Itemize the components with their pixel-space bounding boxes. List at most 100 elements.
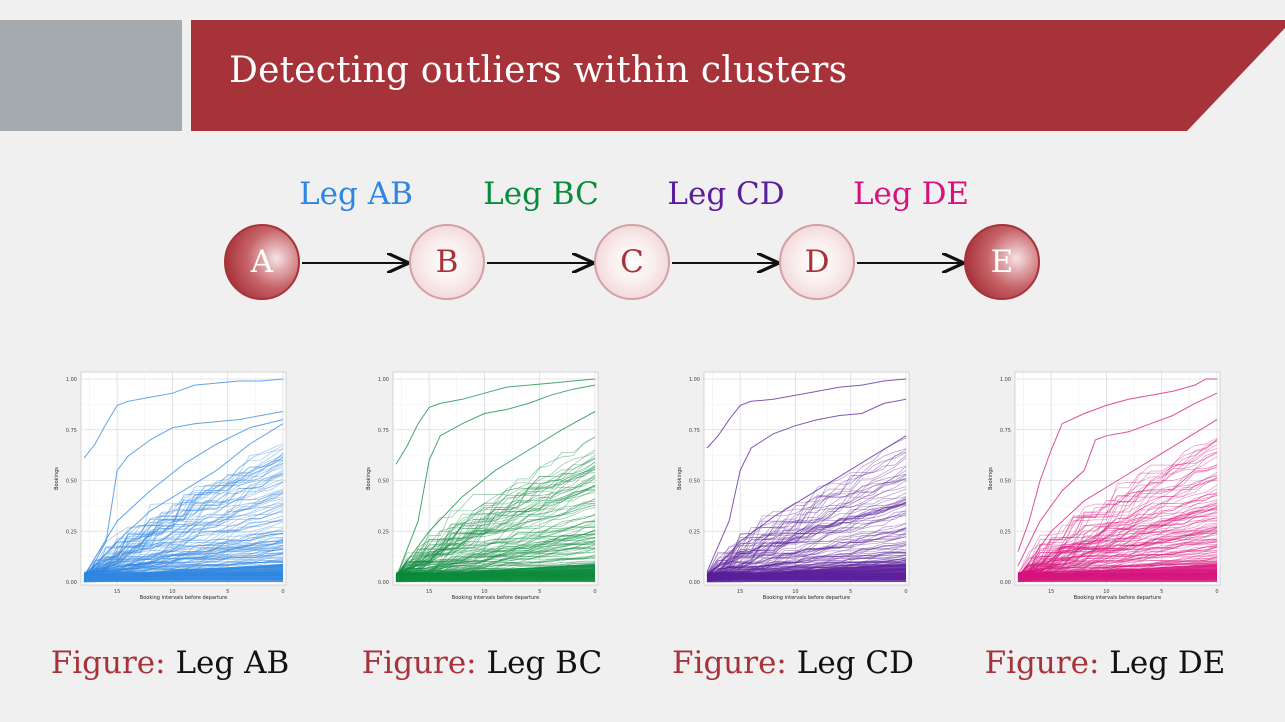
trajectory-line bbox=[1017, 527, 1218, 581]
trajectory-line bbox=[83, 540, 284, 578]
trajectory-line bbox=[706, 492, 907, 578]
trajectory-line bbox=[706, 449, 907, 583]
trajectory-line bbox=[83, 492, 284, 581]
dense-band bbox=[1018, 563, 1217, 582]
trajectory-line bbox=[1017, 540, 1218, 580]
trajectory-line bbox=[706, 486, 907, 582]
trajectory-line bbox=[395, 526, 596, 581]
trajectory-line bbox=[395, 488, 596, 576]
trajectory-line bbox=[707, 561, 907, 574]
trajectory-line bbox=[83, 529, 284, 578]
trajectory-line bbox=[395, 543, 596, 582]
y-tick-label: 0.75 bbox=[66, 428, 77, 434]
trajectory-line bbox=[706, 511, 907, 578]
trajectory-line bbox=[395, 540, 596, 580]
trajectory-line bbox=[1017, 505, 1218, 581]
trajectory-line bbox=[1017, 508, 1218, 576]
trajectory-line bbox=[706, 498, 907, 579]
x-tick-label: 15 bbox=[426, 589, 432, 595]
trajectory-line bbox=[395, 478, 596, 581]
trajectory-line bbox=[395, 478, 596, 579]
trajectory-line bbox=[706, 558, 907, 578]
trajectory-line bbox=[395, 529, 596, 582]
trajectory-line bbox=[83, 471, 284, 582]
trajectory-line bbox=[1017, 560, 1217, 580]
trajectory-line bbox=[1017, 492, 1218, 575]
series-line-1 bbox=[83, 411, 284, 583]
y-tick-label: 0.25 bbox=[689, 529, 700, 535]
trajectory-line bbox=[1017, 488, 1218, 581]
trajectory-line bbox=[83, 503, 284, 578]
trajectory-line bbox=[1017, 503, 1218, 578]
trajectory-line bbox=[1017, 522, 1218, 577]
trajectory-line bbox=[706, 457, 907, 576]
x-tick-label: 10 bbox=[169, 589, 175, 595]
trajectory-line bbox=[395, 474, 596, 579]
trajectory-line bbox=[1017, 562, 1217, 576]
trajectory-line bbox=[396, 554, 596, 580]
trajectory-line bbox=[83, 538, 284, 578]
trajectory-line bbox=[1017, 538, 1217, 574]
series-line-1 bbox=[706, 398, 907, 572]
x-tick-label: 10 bbox=[481, 589, 487, 595]
trajectory-line bbox=[395, 452, 596, 583]
y-tick-label: 1.00 bbox=[689, 377, 700, 383]
trajectory-line bbox=[395, 481, 596, 581]
trajectory-line bbox=[706, 532, 907, 578]
trajectory-line bbox=[1017, 509, 1217, 577]
trajectory-line bbox=[1017, 484, 1218, 578]
x-tick-label: 5 bbox=[538, 589, 541, 595]
y-axis-label: Bookings bbox=[366, 467, 372, 490]
trajectory-line bbox=[395, 492, 596, 581]
trajectory-line bbox=[395, 502, 596, 577]
trajectory-line bbox=[83, 489, 284, 575]
trajectory-line bbox=[1017, 439, 1218, 575]
trajectory-line bbox=[83, 544, 284, 579]
trajectory-line bbox=[1017, 464, 1218, 575]
caption-prefix: Figure: bbox=[672, 645, 787, 681]
trajectory-line bbox=[706, 501, 907, 580]
trajectory-line bbox=[83, 506, 284, 580]
y-tick-label: 0.75 bbox=[1000, 428, 1011, 434]
trajectory-line bbox=[83, 505, 284, 579]
trajectory-line bbox=[706, 522, 907, 582]
trajectory-line bbox=[83, 532, 284, 579]
trajectory-line bbox=[706, 552, 906, 580]
trajectory-line bbox=[83, 551, 284, 576]
trajectory-line bbox=[1017, 539, 1217, 576]
series-line-1 bbox=[1017, 392, 1218, 567]
trajectory-line bbox=[83, 562, 283, 576]
x-axis-label: Booking intervals before departure bbox=[763, 595, 850, 601]
caption-prefix: Figure: bbox=[50, 645, 166, 681]
trajectory-line bbox=[1017, 544, 1218, 580]
plot-area bbox=[392, 371, 599, 586]
trajectory-line bbox=[395, 476, 596, 581]
title-gray-block bbox=[0, 20, 182, 131]
trajectory-line bbox=[1017, 517, 1217, 576]
trajectory-line bbox=[706, 554, 907, 575]
x-tick-label: 5 bbox=[226, 589, 229, 595]
trajectory-line bbox=[1017, 532, 1217, 575]
trajectory-line bbox=[83, 543, 284, 577]
trajectory-line bbox=[83, 561, 283, 574]
trajectory-line bbox=[395, 547, 595, 578]
trajectory-line bbox=[395, 507, 596, 579]
node-d: D bbox=[779, 224, 855, 300]
x-tick-label: 10 bbox=[1103, 589, 1109, 595]
trajectory-line bbox=[1017, 532, 1217, 576]
trajectory-line bbox=[1017, 528, 1218, 577]
trajectory-line bbox=[706, 496, 907, 575]
trajectory-line bbox=[706, 501, 907, 576]
trajectory-line bbox=[1017, 520, 1217, 579]
trajectory-line bbox=[83, 541, 284, 581]
trajectory-line bbox=[706, 470, 907, 577]
trajectory-line bbox=[1017, 526, 1218, 576]
trajectory-line bbox=[83, 448, 284, 581]
trajectory-line bbox=[1017, 544, 1218, 581]
trajectory-line bbox=[396, 514, 596, 573]
trajectory-line bbox=[395, 467, 596, 575]
trajectory-line bbox=[1017, 527, 1218, 579]
trajectory-line bbox=[706, 553, 906, 578]
trajectory-line bbox=[83, 519, 284, 576]
trajectory-line bbox=[83, 533, 283, 576]
